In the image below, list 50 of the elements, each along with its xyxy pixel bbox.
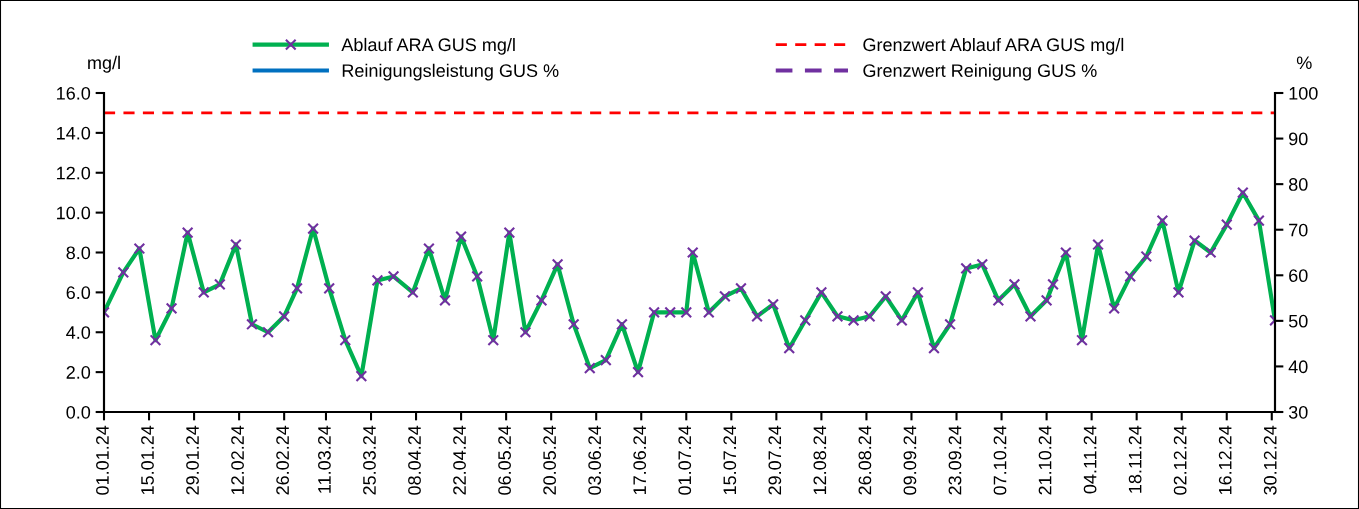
y2-tick-label: 60 xyxy=(1289,269,1308,283)
x-tick-label: 17.06.24 xyxy=(633,425,647,495)
x-tick-label: 15.01.24 xyxy=(141,425,154,495)
y-tick-label: 2.0 xyxy=(66,366,91,379)
x-tick-label: 26.02.24 xyxy=(276,425,289,495)
y-tick-label: 6.0 xyxy=(66,286,91,300)
legend-label: Ablauf ARA GUS mg/l xyxy=(341,37,515,55)
x-tick-label: 15.07.24 xyxy=(723,425,737,495)
x-tick-label: 16.12.24 xyxy=(1218,425,1232,495)
y2-tick-label: 70 xyxy=(1289,223,1308,237)
x-tick-label: 09.09.24 xyxy=(903,425,917,495)
x-tick-label: 06.05.24 xyxy=(498,425,511,495)
y-tick-label: 8.0 xyxy=(66,246,91,260)
x-tick-label: 12.08.24 xyxy=(813,425,827,495)
y-tick-label: 4.0 xyxy=(66,326,91,339)
y2-tick-label: 30 xyxy=(1288,405,1308,419)
y-tick-label: 14.0 xyxy=(57,126,91,140)
y2-tick-label: 40 xyxy=(1288,360,1308,374)
y-tick-label: 16.0 xyxy=(57,86,91,100)
y-axis-title: mg/l xyxy=(88,55,120,73)
x-tick-label: 01.07.24 xyxy=(678,425,692,495)
x-tick-label: 12.02.24 xyxy=(231,425,244,495)
y-tick-label: 0.0 xyxy=(66,405,91,419)
y-tick-label: 12.0 xyxy=(57,166,91,180)
y2-tick-label: 100 xyxy=(1289,86,1318,100)
x-tick-label: 30.12.24 xyxy=(1263,425,1277,495)
x-tick-label: 04.11.24 xyxy=(1083,425,1097,494)
x-tick-label: 23.09.24 xyxy=(948,425,962,495)
x-tick-label: 22.04.24 xyxy=(453,425,466,495)
x-tick-label: 11.03.24 xyxy=(318,425,331,493)
y2-tick-label: 50 xyxy=(1288,314,1308,328)
y-tick-label: 10.0 xyxy=(57,206,91,220)
x-tick-label: 01.01.24 xyxy=(96,425,109,495)
legend-label: Grenzwert Reinigung GUS % xyxy=(863,63,1097,81)
x-tick-label: 18.11.24 xyxy=(1128,425,1142,493)
x-tick-label: 26.08.24 xyxy=(858,425,872,495)
legend-label: Grenzwert Ablauf ARA GUS mg/l xyxy=(863,37,1124,55)
x-tick-label: 29.07.24 xyxy=(768,425,782,495)
y2-axis-title: % xyxy=(1296,56,1312,70)
x-tick-label: 07.10.24 xyxy=(993,425,1007,495)
y2-tick-label: 80 xyxy=(1288,178,1308,191)
x-tick-label: 25.03.24 xyxy=(363,425,376,495)
y2-tick-label: 90 xyxy=(1289,132,1308,146)
x-tick-label: 20.05.24 xyxy=(543,425,557,495)
legend-label: Reinigungsleistung GUS % xyxy=(342,63,559,81)
x-tick-label: 02.12.24 xyxy=(1173,425,1187,495)
x-tick-label: 08.04.24 xyxy=(408,425,421,495)
x-tick-label: 29.01.24 xyxy=(186,425,199,495)
x-tick-label: 03.06.24 xyxy=(588,425,602,495)
x-tick-label: 21.10.24 xyxy=(1038,425,1052,495)
